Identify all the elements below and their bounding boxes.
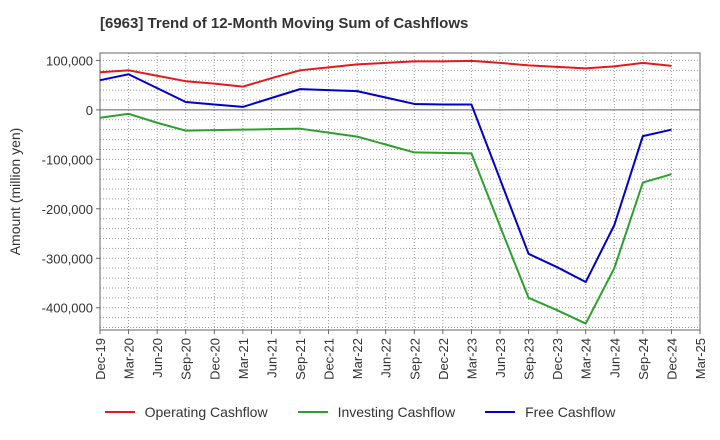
legend-label-investing: Investing Cashflow xyxy=(337,404,456,420)
y-axis-title: Amount (million yen) xyxy=(7,128,23,256)
y-tick-label: -400,000 xyxy=(42,301,93,316)
legend: Operating Cashflow Investing Cashflow Fr… xyxy=(0,404,720,420)
x-tick-label: Sep-20 xyxy=(179,338,194,380)
x-tick-label: Mar-23 xyxy=(464,338,479,379)
x-tick-label: Jun-21 xyxy=(264,338,279,378)
x-tick-label: Sep-23 xyxy=(522,338,537,380)
x-tick-label: Sep-22 xyxy=(407,338,422,380)
x-tick-label: Mar-25 xyxy=(693,338,708,379)
x-tick-label: Mar-20 xyxy=(122,338,137,379)
chart-title: [6963] Trend of 12-Month Moving Sum of C… xyxy=(100,15,469,32)
legend-swatch-free xyxy=(485,411,516,413)
x-tick-label: Dec-22 xyxy=(436,338,451,380)
legend-label-free: Free Cashflow xyxy=(525,404,616,420)
x-tick-label: Sep-21 xyxy=(293,338,308,380)
x-tick-label: Jun-20 xyxy=(150,338,165,378)
legend-label-operating: Operating Cashflow xyxy=(144,404,268,420)
x-tick-label: Dec-24 xyxy=(664,338,679,380)
x-tick-label: Mar-21 xyxy=(236,338,251,379)
x-tick-label: Dec-23 xyxy=(550,338,565,380)
series-line-2 xyxy=(99,73,672,284)
x-tick-label: Jun-24 xyxy=(607,338,622,378)
legend-item-operating: Operating Cashflow xyxy=(104,404,268,420)
x-tick-label: Sep-24 xyxy=(636,338,651,380)
y-tick-label: -300,000 xyxy=(42,251,93,266)
x-tick-label: Jun-23 xyxy=(493,338,508,378)
series-line-1 xyxy=(99,112,672,325)
y-tick-label: -200,000 xyxy=(42,202,93,217)
y-tick-label: 100,000 xyxy=(46,53,93,68)
plot-frame xyxy=(99,52,701,331)
legend-swatch-investing xyxy=(297,411,328,413)
x-tick-label: Mar-22 xyxy=(350,338,365,379)
legend-item-free: Free Cashflow xyxy=(485,404,615,420)
x-tick-label: Dec-19 xyxy=(93,338,108,380)
x-tick-label: Dec-20 xyxy=(207,338,222,380)
x-tick-label: Mar-24 xyxy=(579,338,594,379)
legend-swatch-operating xyxy=(104,411,135,413)
series-line-0 xyxy=(99,59,672,88)
y-tick-label: 0 xyxy=(86,103,93,118)
x-tick-label: Jun-22 xyxy=(379,338,394,378)
x-tick-label: Dec-21 xyxy=(322,338,337,380)
legend-item-investing: Investing Cashflow xyxy=(297,404,456,420)
y-tick-label: -100,000 xyxy=(42,152,93,167)
